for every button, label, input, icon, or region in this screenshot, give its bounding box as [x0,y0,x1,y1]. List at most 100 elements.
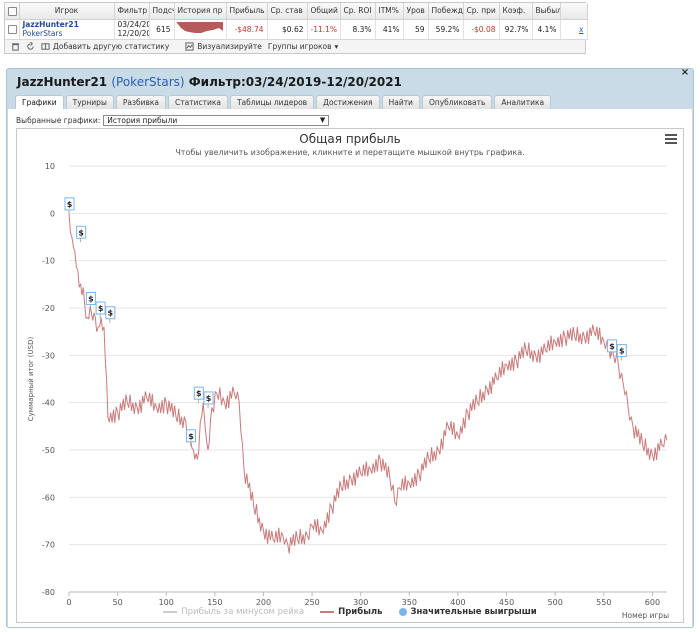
tab-0[interactable]: Графики [15,95,64,109]
column-header-out[interactable]: Выбыл [532,3,561,20]
window-player-name: JazzHunter21 [17,75,108,89]
chart-subtitle: Чтобы увеличить изображение, кликните и … [175,148,525,157]
graph-selector-label: Выбранные графики: [16,116,101,125]
big-win-flag [186,429,197,443]
x-tick-label: 450 [499,598,514,607]
column-header-wins[interactable]: Побежд [428,3,464,20]
out-cell: 4.1% [532,19,561,40]
y-axis-title: Суммарный итог (USD) [27,337,35,422]
big-win-flag-label: $ [67,200,73,209]
profit-chart[interactable]: 100-10-20-30-40-50-60-70-800 50 100 150 200 2… [17,129,685,624]
big-win-flag [193,386,204,400]
big-win-flag [64,197,75,211]
x-tick-label: 300 [353,598,368,607]
player-site-link[interactable]: PokerStars [22,29,63,38]
stats-table: Игрок Фильтр Подсч История пр Прибыль Ср… [5,3,588,40]
column-header-avg-stake[interactable]: Ср. став [267,3,308,20]
avg-roi-cell: 8.3% [340,19,376,40]
x-tick-label: 250 [304,598,319,607]
player-groups-dropdown[interactable]: Группы игроков ▾ [268,42,338,51]
chart-menu-icon[interactable] [665,134,677,144]
avg-stake-cell: $0.62 [267,19,308,40]
player-name-link[interactable]: JazzHunter21 [22,20,79,29]
window-filter: Фильтр:03/24/2019-12/20/2021 [188,75,402,89]
column-header-level[interactable]: Уров [403,3,429,20]
tab-3[interactable]: Статистика [168,95,228,109]
tab-5[interactable]: Достижения [316,95,380,109]
row-checkbox[interactable] [8,24,17,34]
tab-content: Выбранные графики: История прибыли ▼ 10 0… [8,109,692,627]
column-header-total[interactable]: Общий [307,3,341,20]
y-tick-label: -20 [42,304,55,313]
wins-cell: 59.2% [428,19,464,40]
refresh-icon [27,42,34,50]
big-win-flag [105,306,116,320]
window-site-link[interactable]: PokerStars [116,75,180,89]
trash-icon [11,43,20,51]
tab-7[interactable]: Опубликовать [421,95,493,109]
y-tick-label: -10 [42,257,55,266]
tab-2[interactable]: Разбивка [115,95,167,109]
column-header-player[interactable]: Игрок [19,3,115,20]
big-win-flag-label: $ [78,228,84,237]
tab-1[interactable]: Турниры [65,95,114,109]
y-tick-label: -40 [42,399,55,408]
chart-container[interactable]: 10 0 -10 -20 -30 -40 -50 -60 -70 -80 0 50 100 150 200 2… [16,128,684,623]
column-header-extra [560,3,588,20]
history-sparkline-cell[interactable] [174,19,227,40]
big-win-flag [76,225,87,239]
x-tick-label: 500 [548,598,563,607]
window-title: JazzHunter21 (PokerStars) Фильтр:03/24/2… [17,75,402,89]
column-header-filter[interactable]: Фильтр [114,3,150,20]
close-window-button[interactable]: × [680,68,690,78]
big-win-flag-label: $ [206,394,212,403]
x-tick-label: 200 [256,598,271,607]
tab-8[interactable]: Аналитика [494,95,552,109]
add-stats-button[interactable]: Добавить другую статистику [41,42,169,51]
graph-select-value: История прибыли [107,116,178,125]
chart-icon [185,42,194,51]
refresh-button[interactable] [26,42,35,51]
level-cell: 59 [403,19,429,40]
select-all-checkbox-cell[interactable] [5,3,20,20]
big-win-flag-label: $ [108,309,114,318]
y-tick-label: -80 [42,588,55,597]
big-win-flag-label: $ [609,342,615,351]
big-win-flag-label: $ [98,304,104,313]
row-details-link[interactable]: x [560,19,588,40]
delete-button[interactable] [11,42,20,51]
add-stats-label: Добавить другую статистику [53,42,170,51]
select-all-checkbox[interactable] [8,6,17,16]
tab-bar: Графики Турниры Разбивка Статистика Таблицы … [15,95,552,109]
x-tick-label: 350 [402,598,417,607]
column-header-count[interactable]: Подсч [149,3,175,20]
legend-item-rake[interactable]: Прибыль за минусом рейка [163,607,304,617]
x-tick-label: 150 [207,598,222,607]
legend-item-big-wins[interactable]: Значительные выигрыши [398,607,537,617]
legend-item-profit[interactable]: Прибыль [320,607,383,617]
legend-profit-swatch [320,611,335,613]
tab-6[interactable]: Найти [381,95,420,109]
row-checkbox-cell[interactable] [5,19,20,40]
tab-4[interactable]: Таблицы лидеров [229,95,315,109]
column-header-coef[interactable]: Коэф. [499,3,533,20]
close-icon: × [680,67,690,78]
column-header-profit[interactable]: Прибыль [226,3,268,20]
history-sparkline[interactable] [176,22,223,36]
chevron-down-icon: ▾ [334,42,339,51]
column-header-history[interactable]: История пр [174,3,227,20]
column-header-avg-roi[interactable]: Ср. ROI [340,3,376,20]
column-header-itm[interactable]: ITM% [375,3,404,20]
graph-select[interactable]: История прибыли ▼ [103,115,330,126]
y-tick-label: -70 [42,541,55,550]
x-tick-label: 50 [113,598,123,607]
column-header-avg-prize[interactable]: Ср. при [463,3,500,20]
window-site-close: ) [179,75,185,89]
big-win-flag [203,391,214,405]
stats-header-row: Игрок Фильтр Подсч История пр Прибыль Ср… [5,3,588,20]
filter-to: 12/20/20 [117,29,149,38]
big-win-flag [607,339,618,353]
table-row[interactable]: JazzHunter21 PokerStars 03/24/20 12/20/2… [5,19,588,40]
visualize-button[interactable]: Визуализируйте [185,42,262,51]
y-tick-label: -50 [42,446,55,455]
